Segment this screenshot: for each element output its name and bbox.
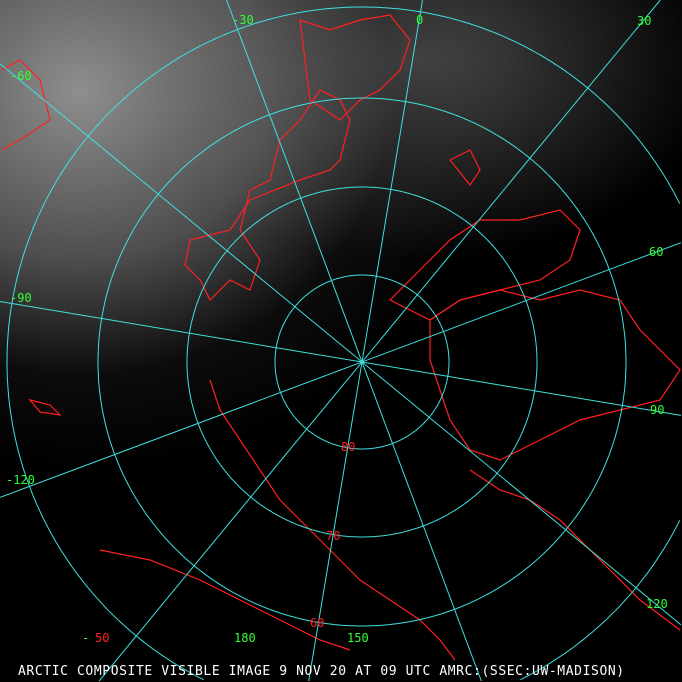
alaska-coast — [469, 469, 681, 631]
latitude-circle — [274, 274, 450, 450]
latitude-circle — [186, 186, 538, 538]
lat-label: 70 — [326, 529, 340, 543]
russia-coast — [388, 209, 581, 321]
meridian-line — [98, 0, 661, 682]
siberia-coast — [209, 379, 456, 661]
coastlines — [1, 14, 681, 661]
lon-label: -90 — [10, 291, 32, 305]
iceland-coast — [28, 398, 62, 416]
meridian-line — [0, 63, 682, 626]
lon-label: 150 — [347, 631, 369, 645]
lon-label: 180 — [234, 631, 256, 645]
canadian-arctic-coast — [429, 289, 681, 461]
chukotka-coast — [99, 549, 351, 651]
lon-label: 30 — [637, 14, 651, 28]
latitude-circle — [6, 6, 681, 681]
lon-label: 0 — [416, 13, 423, 27]
lon-label: 90 — [650, 403, 664, 417]
image-caption: ARCTIC COMPOSITE VISIBLE IMAGE 9 NOV 20 … — [18, 664, 625, 679]
lon-label: -120 — [6, 473, 35, 487]
meridian-line — [0, 242, 682, 498]
lon-label: 120 — [646, 597, 668, 611]
lon-label: - — [82, 631, 89, 645]
meridian-line — [0, 300, 682, 416]
svalbard-coast — [299, 14, 411, 121]
meridian-line — [226, 0, 482, 682]
lon-label: 60 — [649, 245, 663, 259]
lat-label: 80 — [341, 440, 355, 454]
lon-label: -60 — [10, 69, 32, 83]
lat-label: 50 — [95, 631, 109, 645]
grid-labels: -30 0 30 -60 60 -90 90 -120 120 - 180 15… — [6, 13, 668, 645]
lat-label: 60 — [310, 616, 324, 630]
baffin-coast — [449, 149, 481, 187]
latitude-circle — [97, 97, 627, 627]
lon-label: -30 — [232, 13, 254, 27]
scandinavia-coast — [1, 59, 51, 151]
meridian-line — [308, 0, 424, 682]
greenland-coast — [184, 89, 351, 302]
